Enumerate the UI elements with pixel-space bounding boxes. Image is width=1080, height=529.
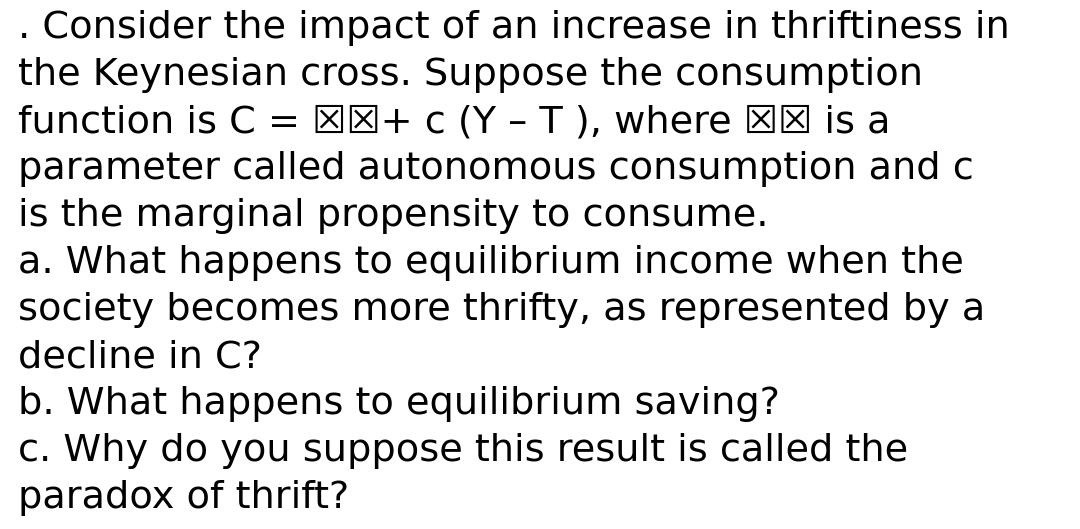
Text: society becomes more thrifty, as represented by a: society becomes more thrifty, as represe…	[18, 292, 985, 328]
Text: the Keynesian cross. Suppose the consumption: the Keynesian cross. Suppose the consump…	[18, 57, 923, 93]
Text: is the marginal propensity to consume.: is the marginal propensity to consume.	[18, 198, 769, 234]
Text: . Consider the impact of an increase in thriftiness in: . Consider the impact of an increase in …	[18, 10, 1010, 46]
Text: c. Why do you suppose this result is called the: c. Why do you suppose this result is cal…	[18, 433, 908, 469]
Text: a. What happens to equilibrium income when the: a. What happens to equilibrium income wh…	[18, 245, 963, 281]
Text: parameter called autonomous consumption and c: parameter called autonomous consumption …	[18, 151, 974, 187]
Text: function is C = ☒☒+ c (Y – T ), where ☒☒ is a: function is C = ☒☒+ c (Y – T ), where ☒☒…	[18, 104, 891, 140]
Text: b. What happens to equilibrium saving?: b. What happens to equilibrium saving?	[18, 386, 780, 422]
Text: decline in C?: decline in C?	[18, 339, 261, 375]
Text: paradox of thrift?: paradox of thrift?	[18, 480, 349, 516]
